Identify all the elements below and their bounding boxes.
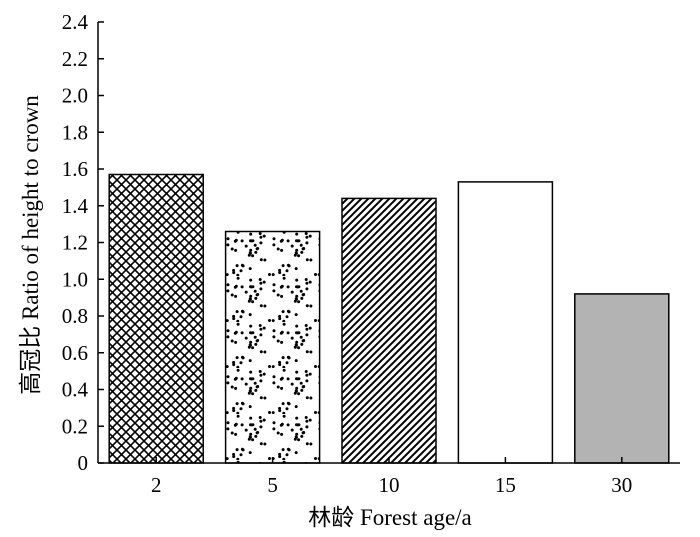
y-tick-label: 0: [78, 451, 89, 475]
y-tick-label: 0.2: [62, 414, 88, 438]
y-tick-label: 2.4: [62, 10, 89, 34]
plot-area: 2 5 10 15 30 0 0.2 0.4 0.6 0.8 1.0 1.2 1.4 1.6 1.8 2.0 2…: [62, 10, 680, 497]
bar-30: [574, 293, 670, 464]
y-axis-title: 高冠比 Ratio of height to crown: [18, 95, 43, 395]
y-tick-label: 2.0: [62, 84, 88, 108]
y-tick-label: 1.8: [62, 120, 88, 144]
bar-10: [341, 197, 437, 464]
bar-15: [457, 181, 554, 464]
y-tick-label: 0.6: [62, 341, 88, 365]
x-tick-label: 2: [151, 473, 162, 497]
bar-2: [108, 173, 204, 464]
y-tick-label: 1.2: [62, 231, 88, 255]
y-tick-label: 1.0: [62, 267, 88, 291]
y-tick-label: 2.2: [62, 47, 88, 71]
x-axis-title: 林龄 Forest age/a: [308, 505, 472, 530]
y-tick-label: 1.4: [62, 194, 89, 218]
y-tick-label: 0.4: [62, 378, 89, 402]
x-tick-label: 5: [267, 473, 278, 497]
x-tick-label: 15: [495, 473, 516, 497]
bar-5: [224, 230, 321, 464]
y-tick-label: 1.6: [62, 157, 88, 181]
y-tick-label: 0.8: [62, 304, 88, 328]
x-tick-label: 10: [379, 473, 400, 497]
x-tick-label: 30: [611, 473, 632, 497]
